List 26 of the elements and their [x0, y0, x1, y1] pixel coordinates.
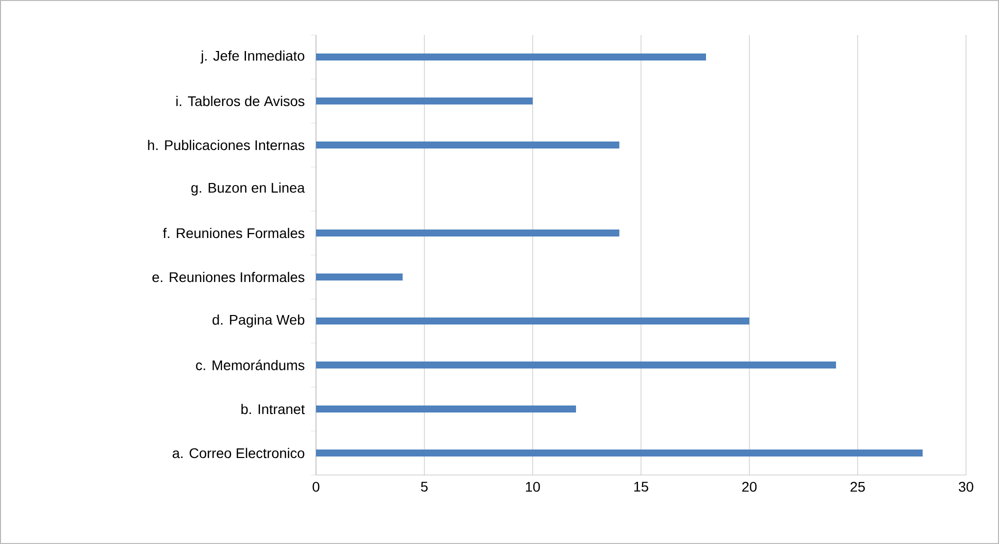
- bar: [316, 318, 750, 325]
- x-tick-label: 20: [742, 482, 757, 492]
- x-tick-label: 5: [421, 482, 428, 492]
- bar: [316, 406, 576, 413]
- x-tick-label: 15: [634, 482, 648, 492]
- y-tick-label: i. Tableros de Avisos: [176, 96, 304, 106]
- bar: [316, 362, 836, 369]
- bar: [316, 142, 620, 148]
- x-tick-label: 30: [958, 482, 974, 492]
- x-tick-label: 10: [526, 482, 540, 492]
- y-tick-label: j. Jefe Inmediato: [200, 50, 304, 64]
- y-tick-label: b. Intranet: [241, 404, 305, 414]
- y-tick-label: g. Buzon en Linea: [191, 182, 305, 196]
- y-tick-label: a. Correo Electronico: [172, 448, 304, 458]
- x-tick-label: 25: [850, 482, 865, 492]
- bar: [316, 274, 403, 281]
- y-tick-label: h. Publicaciones Internas: [148, 140, 304, 150]
- bar: [316, 230, 620, 236]
- y-tick-label: d. Pagina Web: [212, 314, 304, 328]
- bar: [316, 98, 533, 104]
- y-tick-label: e. Reuniones Informales: [152, 272, 304, 282]
- x-tick-label: 0: [312, 482, 320, 492]
- y-tick-label: f. Reuniones Formales: [162, 228, 304, 238]
- bar: [316, 450, 923, 457]
- bar: [316, 54, 706, 60]
- y-tick-label: c. Memorándums: [196, 360, 304, 370]
